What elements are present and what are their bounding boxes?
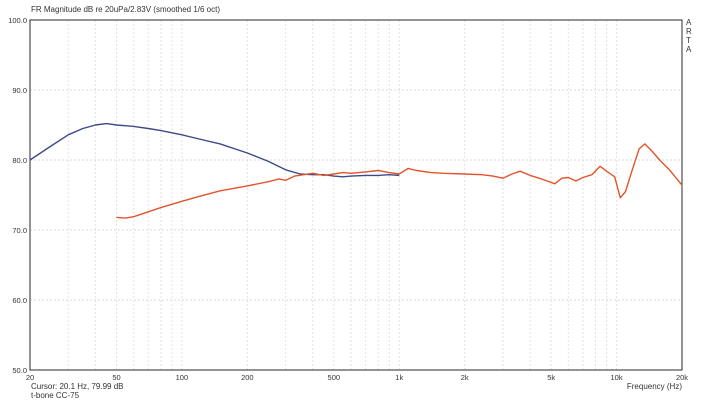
x-tick-label: 50 [112,373,120,382]
y-tick-labels: 50.0 60.0 70.0 80.0 90.0 100.0 [8,16,27,375]
series-line-2 [116,143,683,219]
grid-lines [30,20,682,370]
series-line-1 [29,122,400,178]
y-tick-label: 90.0 [12,86,27,95]
x-tick-label: 200 [241,373,254,382]
x-tick-label: 20 [26,373,34,382]
x-tick-label: 10k [611,373,623,382]
x-tick-label: 2k [461,373,469,382]
x-tick-label: 5k [547,373,555,382]
x-axis-label: Frequency (Hz) [627,382,682,391]
plot-frame [29,19,683,371]
x-tick-label: 500 [328,373,341,382]
y-tick-label: 70.0 [12,226,27,235]
x-tick-label: 20k [676,373,688,382]
x-tick-label: 1k [395,373,403,382]
y-tick-label: 50.0 [12,366,27,375]
cursor-readout: Cursor: 20.1 Hz, 79.99 dB [31,382,124,391]
y-tick-label: 60.0 [12,296,27,305]
curve-label: t-bone CC-75 [31,391,80,400]
y-tick-label: 80.0 [12,156,27,165]
curves [29,122,683,219]
y-tick-label: 100.0 [8,16,27,25]
x-tick-label: 100 [176,373,189,382]
x-tick-labels: 20 50 100 200 500 1k 2k 5k 10k 20k [26,373,688,382]
chart-title: FR Magnitude dB re 20uPa/2.83V (smoothed… [31,5,220,14]
